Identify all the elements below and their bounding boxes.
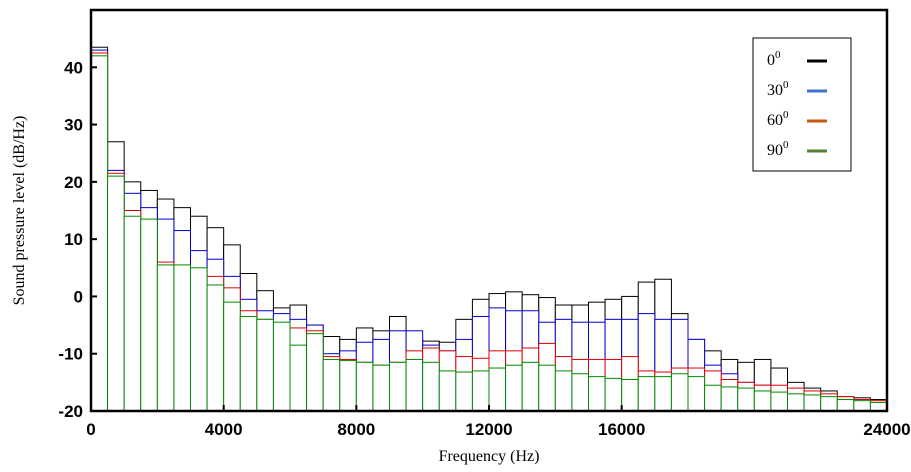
x-tick-label-3: 12000 bbox=[465, 420, 512, 439]
bar-90-27 bbox=[538, 364, 556, 412]
x-axis-label: Frequency (Hz) bbox=[439, 448, 540, 465]
x-tick-label-5: 24000 bbox=[863, 420, 910, 439]
bar-90-40 bbox=[753, 390, 772, 412]
bar-90-5 bbox=[173, 264, 192, 412]
bar-90-44 bbox=[820, 396, 838, 412]
bar-90-34 bbox=[654, 376, 672, 412]
bars-layer bbox=[90, 46, 888, 412]
bar-90-25 bbox=[505, 364, 523, 412]
y-tick-label-1: -10 bbox=[58, 345, 83, 364]
bar-90-8 bbox=[223, 301, 241, 412]
bar-90-37 bbox=[704, 384, 722, 412]
bar-90-7 bbox=[206, 284, 225, 412]
x-tick-label-1: 4000 bbox=[205, 420, 243, 439]
bar-90-31 bbox=[604, 377, 623, 412]
bar-90-33 bbox=[637, 376, 656, 412]
y-tick-label-4: 20 bbox=[64, 173, 83, 192]
series-90-bars bbox=[90, 55, 888, 412]
bar-90-14 bbox=[322, 358, 341, 412]
x-tick-label-0: 0 bbox=[86, 420, 95, 439]
legend-label-1: 300 bbox=[767, 79, 789, 99]
legend-label-3: 900 bbox=[767, 139, 789, 159]
bar-90-28 bbox=[554, 370, 573, 412]
bar-90-20 bbox=[422, 361, 440, 412]
bar-90-30 bbox=[588, 376, 606, 412]
bar-90-6 bbox=[190, 267, 208, 412]
bar-90-3 bbox=[140, 218, 158, 412]
y-tick-label-2: 0 bbox=[74, 287, 83, 306]
bar-90-0 bbox=[90, 55, 109, 412]
bar-90-43 bbox=[803, 394, 822, 412]
legend: 00 300 600 900 bbox=[752, 37, 852, 172]
bar-90-11 bbox=[272, 321, 291, 412]
bar-90-17 bbox=[372, 364, 390, 412]
bar-90-22 bbox=[455, 371, 473, 412]
bar-90-1 bbox=[107, 175, 125, 412]
bar-90-9 bbox=[239, 315, 258, 412]
bar-90-29 bbox=[571, 373, 590, 412]
bar-90-16 bbox=[355, 361, 374, 412]
bar-90-2 bbox=[123, 215, 142, 412]
bar-90-18 bbox=[389, 361, 407, 412]
bar-90-19 bbox=[405, 358, 424, 412]
bar-90-36 bbox=[687, 376, 706, 412]
bar-90-12 bbox=[289, 344, 308, 412]
y-tick-label-5: 30 bbox=[64, 116, 83, 135]
legend-label-0: 00 bbox=[767, 49, 781, 69]
x-tick-label-4: 16000 bbox=[598, 420, 645, 439]
legend-box bbox=[752, 37, 852, 172]
bar-90-10 bbox=[256, 318, 274, 412]
bar-90-45 bbox=[836, 399, 855, 412]
bar-90-15 bbox=[339, 360, 357, 412]
axis-ticks: 0 4000 8000 12000 16000 24000 -20 -10 0 10 20 30 40 bbox=[58, 58, 910, 439]
bar-90-38 bbox=[720, 386, 739, 412]
bar-90-24 bbox=[488, 367, 507, 412]
bar-90-35 bbox=[670, 373, 689, 412]
x-tick-label-2: 8000 bbox=[337, 420, 375, 439]
bar-90-21 bbox=[438, 370, 457, 412]
bar-90-42 bbox=[787, 393, 805, 412]
bar-90-26 bbox=[521, 361, 540, 412]
bar-90-47 bbox=[869, 401, 888, 412]
bar-90-41 bbox=[770, 391, 789, 412]
y-tick-label-6: 40 bbox=[64, 58, 83, 77]
bar-90-46 bbox=[853, 400, 871, 412]
legend-label-2: 600 bbox=[767, 109, 789, 129]
bar-90-13 bbox=[306, 333, 324, 412]
bar-90-39 bbox=[737, 387, 755, 412]
bar-90-23 bbox=[471, 370, 490, 412]
bar-90-4 bbox=[156, 264, 175, 412]
y-tick-label-3: 10 bbox=[64, 230, 83, 249]
bar-90-32 bbox=[621, 378, 639, 412]
y-axis-label: Sound pressure level (dB/Hz) bbox=[11, 116, 28, 306]
y-tick-label-0: -20 bbox=[58, 402, 83, 421]
